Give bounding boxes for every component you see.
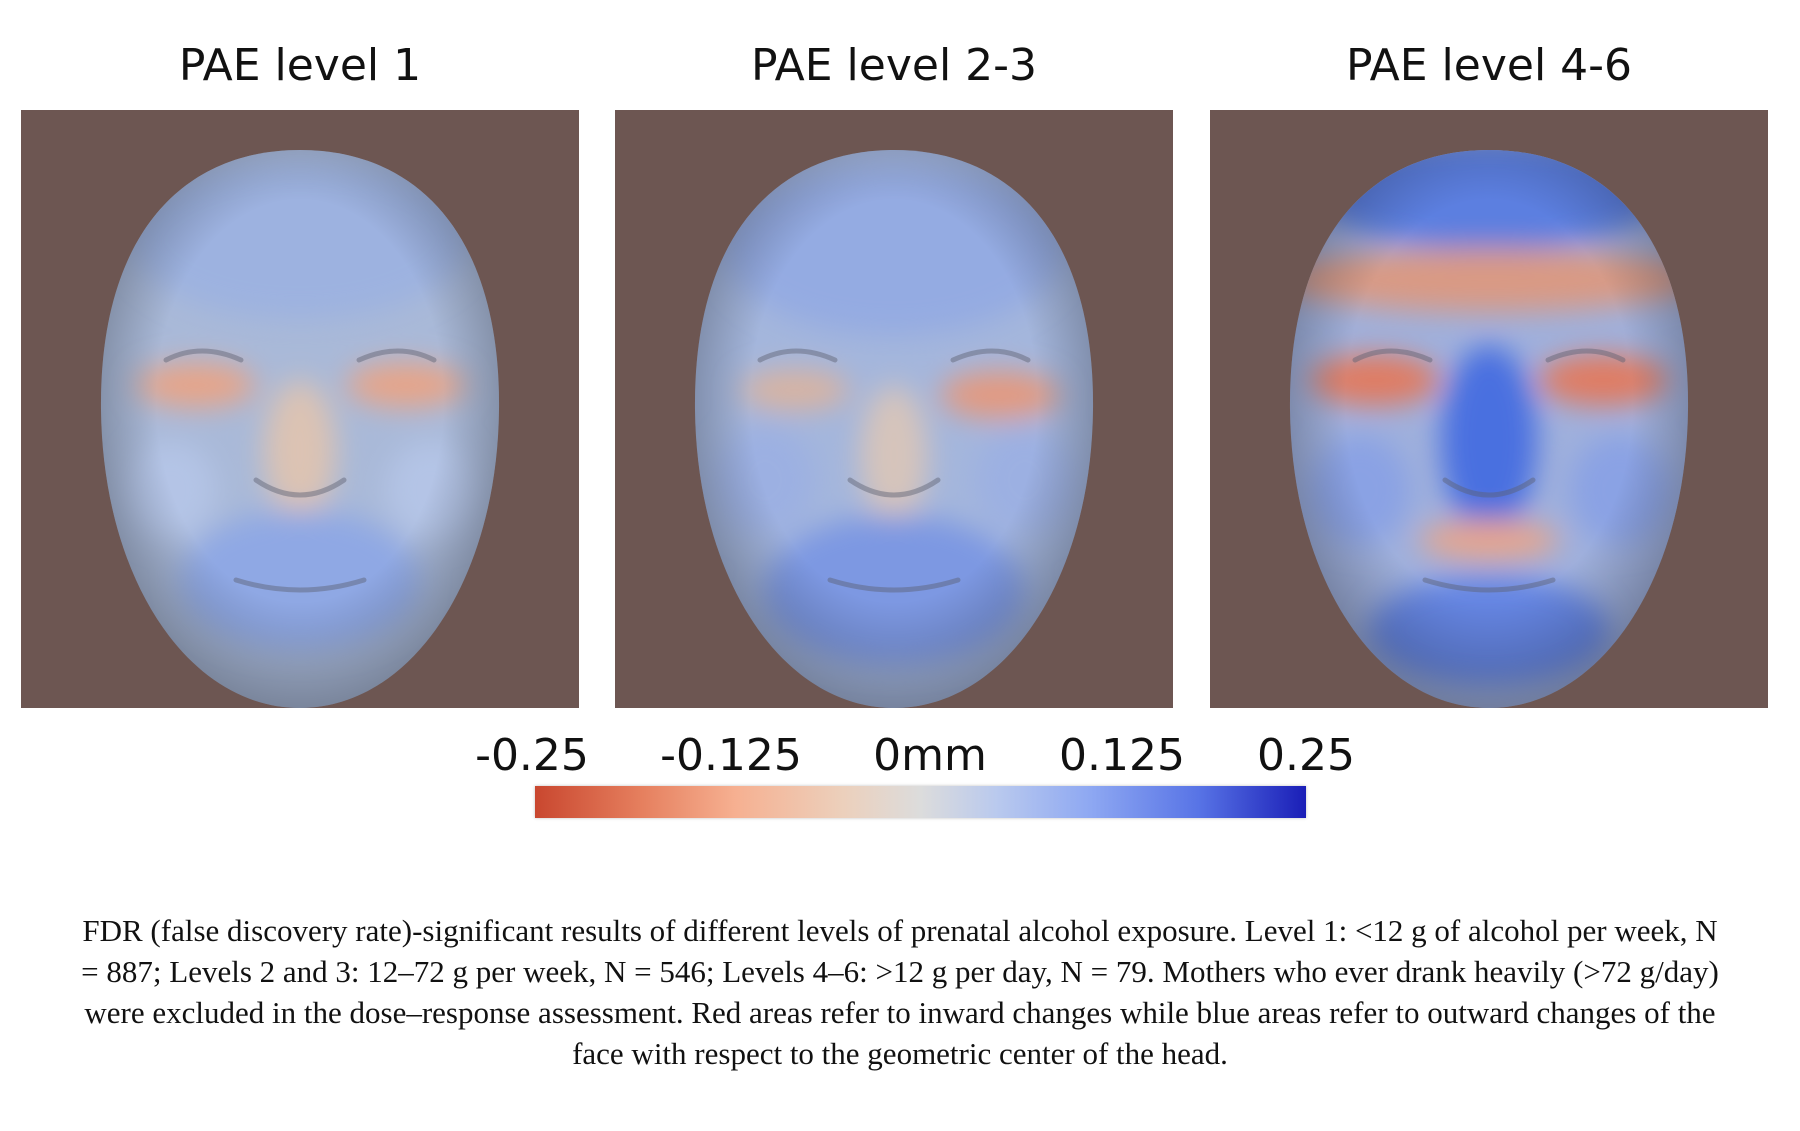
colorbar-label-low: -0.125 bbox=[660, 730, 802, 781]
face-heatmap-level-4-6 bbox=[1289, 150, 1689, 708]
face-heatmap-level-1 bbox=[100, 150, 500, 708]
colorbar-label-high: 0.125 bbox=[1059, 730, 1185, 781]
colorbar-gradient bbox=[535, 786, 1306, 818]
face-panel-level-4-6 bbox=[1210, 110, 1768, 708]
figure-caption: FDR (false discovery rate)-significant r… bbox=[81, 913, 1719, 1071]
face-panel-level-2-3 bbox=[615, 110, 1173, 708]
colorbar-label-min: -0.25 bbox=[475, 730, 589, 781]
panel-title-level-2-3: PAE level 2-3 bbox=[750, 40, 1038, 91]
face-heatmap-level-2-3 bbox=[694, 150, 1094, 708]
colorbar-label-zero: 0mm bbox=[873, 730, 987, 781]
colorbar-label-max: 0.25 bbox=[1257, 730, 1355, 781]
panel-title-level-4-6: PAE level 4-6 bbox=[1345, 40, 1633, 91]
panel-title-level-1: PAE level 1 bbox=[178, 40, 422, 91]
face-panel-level-1 bbox=[21, 110, 579, 708]
